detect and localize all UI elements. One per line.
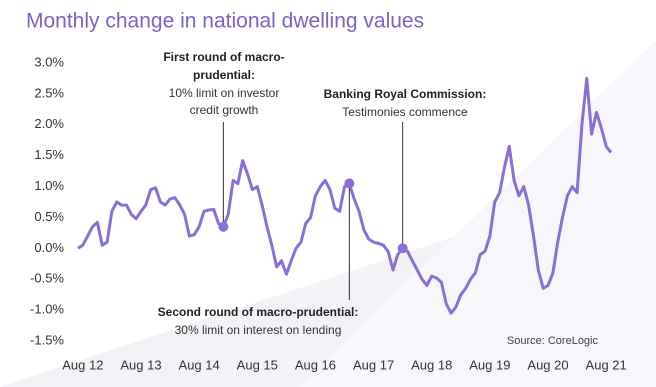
x-tick-label: Aug 12	[62, 357, 103, 372]
y-tick-label: 0.5%	[34, 209, 64, 224]
y-tick-label: -1.5%	[30, 332, 64, 347]
x-tick-label: Aug 17	[353, 357, 394, 372]
annotation-text: credit growth	[190, 103, 259, 117]
annotation-text: Testimonies commence	[342, 105, 468, 119]
annotation-text: 10% limit on investor	[169, 86, 280, 100]
x-tick-label: Aug 13	[120, 357, 161, 372]
y-tick-label: 2.0%	[34, 116, 64, 131]
annotation-title: Banking Royal Commission:	[324, 87, 487, 101]
x-tick-label: Aug 19	[469, 357, 510, 372]
y-tick-label: -0.5%	[30, 271, 64, 286]
x-tick-label: Aug 21	[586, 357, 627, 372]
annotation-marker	[397, 243, 408, 254]
y-tick-label: 3.0%	[34, 54, 64, 69]
y-tick-label: -1.0%	[30, 302, 64, 317]
x-tick-label: Aug 14	[179, 357, 220, 372]
annotation-text: 30% limit on interest on lending	[175, 323, 342, 337]
line	[77, 76, 613, 315]
x-tick-label: Aug 18	[411, 357, 452, 372]
annotation-title: prudential:	[193, 68, 255, 82]
source: Source: CoreLogic	[507, 335, 599, 347]
y-tick-label: 0.0%	[34, 240, 64, 255]
x-tick-label: Aug 16	[295, 357, 336, 372]
y-tick-label: 1.5%	[34, 147, 64, 162]
x-tick-label: Aug 20	[527, 357, 568, 372]
background-shape	[300, 40, 656, 387]
y-tick-label: 2.5%	[34, 85, 64, 100]
annotation-marker	[218, 221, 229, 232]
annotation-title: First round of macro-	[163, 50, 284, 64]
annotation-marker	[344, 178, 355, 189]
chart-title: Monthly change in national dwelling valu…	[26, 10, 424, 33]
annotation-title: Second round of macro-prudential:	[158, 305, 359, 319]
x-tick-label: Aug 15	[237, 357, 278, 372]
y-tick-label: 1.0%	[34, 178, 64, 193]
